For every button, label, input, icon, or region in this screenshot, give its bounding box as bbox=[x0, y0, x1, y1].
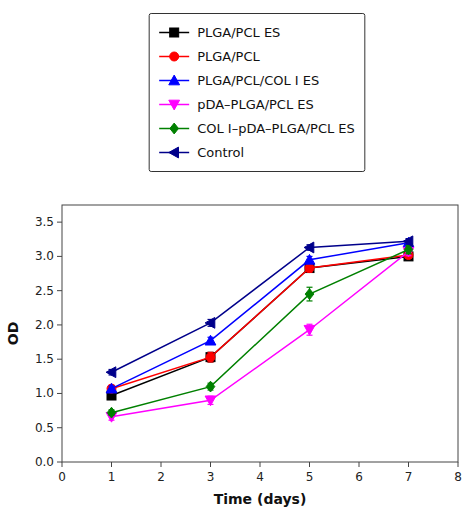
y-tick-label: 0.0 bbox=[35, 455, 54, 469]
series-line bbox=[112, 250, 409, 413]
x-tick bbox=[111, 462, 112, 467]
series-line bbox=[112, 252, 409, 417]
y-tick bbox=[57, 393, 62, 394]
point bbox=[304, 242, 314, 253]
point bbox=[107, 407, 116, 418]
legend-swatch-marker bbox=[169, 147, 179, 158]
legend-swatch-marker bbox=[170, 123, 179, 134]
y-tick bbox=[57, 222, 62, 223]
point bbox=[305, 289, 314, 300]
point bbox=[206, 353, 215, 362]
legend-swatch-marker bbox=[169, 75, 180, 85]
error-cap bbox=[307, 287, 313, 288]
legend-label: COL I–pDA–PLGA/PCL ES bbox=[197, 121, 355, 136]
series-line bbox=[112, 255, 409, 389]
point bbox=[205, 335, 216, 345]
y-tick bbox=[57, 324, 62, 325]
y-tick bbox=[57, 256, 62, 257]
point bbox=[305, 264, 314, 273]
y-tick-label: 1.0 bbox=[35, 386, 54, 400]
y-tick-label: 2.0 bbox=[35, 318, 54, 332]
x-tick-label: 8 bbox=[454, 470, 462, 484]
error-cap bbox=[307, 300, 313, 301]
error-cap bbox=[307, 324, 313, 325]
x-tick bbox=[260, 462, 261, 467]
point bbox=[305, 264, 314, 273]
point bbox=[106, 367, 116, 378]
x-tick bbox=[309, 462, 310, 467]
y-tick-label: 3.0 bbox=[35, 249, 54, 263]
plot-frame bbox=[62, 205, 458, 462]
x-tick-label: 6 bbox=[355, 470, 363, 484]
point bbox=[304, 325, 315, 335]
legend-swatch-marker bbox=[169, 100, 180, 110]
point bbox=[206, 381, 215, 392]
point bbox=[206, 353, 215, 362]
legend: PLGA/PCL ES PLGA/PCL PLGA/PCL/COL I ES pDA–… bbox=[149, 14, 365, 172]
x-tick-label: 7 bbox=[405, 470, 413, 484]
y-tick bbox=[57, 462, 62, 463]
series bbox=[106, 236, 413, 378]
point bbox=[304, 254, 315, 264]
point bbox=[205, 396, 216, 406]
axes: 0 1 2 3 4 5 6 7 8 0.0 0.5 1.0 1.5 2.0 2.5 3.0 3.5 bbox=[35, 205, 462, 484]
x-tick-label: 2 bbox=[157, 470, 165, 484]
series bbox=[106, 247, 414, 422]
x-tick bbox=[458, 462, 459, 467]
legend-label: PLGA/PCL/COL I ES bbox=[197, 73, 319, 88]
point bbox=[106, 383, 117, 393]
x-tick bbox=[210, 462, 211, 467]
x-tick bbox=[62, 462, 63, 467]
legend-label: PLGA/PCL ES bbox=[197, 25, 280, 40]
x-tick-label: 0 bbox=[58, 470, 66, 484]
x-tick-label: 4 bbox=[256, 470, 264, 484]
x-tick-label: 5 bbox=[306, 470, 314, 484]
point bbox=[403, 236, 413, 247]
y-tick bbox=[57, 290, 62, 291]
y-tick bbox=[57, 359, 62, 360]
y-tick-label: 1.5 bbox=[35, 352, 54, 366]
y-tick bbox=[57, 427, 62, 428]
x-tick bbox=[408, 462, 409, 467]
series bbox=[107, 252, 413, 400]
y-tick-label: 2.5 bbox=[35, 284, 54, 298]
series bbox=[107, 244, 413, 418]
legend-swatch-marker bbox=[170, 28, 179, 37]
data bbox=[106, 236, 414, 422]
x-tick bbox=[161, 462, 162, 467]
x-tick bbox=[359, 462, 360, 467]
series-line bbox=[112, 241, 409, 372]
x-tick-label: 1 bbox=[108, 470, 116, 484]
chart: 0 1 2 3 4 5 6 7 8 0.0 0.5 1.0 1.5 2.0 2.5 3.0 3.5 Time (d… bbox=[0, 0, 474, 516]
legend-label: Control bbox=[197, 145, 244, 160]
y-tick-label: 0.5 bbox=[35, 421, 54, 435]
point bbox=[107, 384, 116, 393]
legend-swatch-marker bbox=[170, 52, 179, 61]
y-tick-label: 3.5 bbox=[35, 215, 54, 229]
series bbox=[106, 237, 414, 393]
legend-label: PLGA/PCL bbox=[197, 49, 260, 64]
x-tick-label: 3 bbox=[207, 470, 215, 484]
series bbox=[107, 251, 413, 394]
legend-frame bbox=[149, 14, 365, 172]
y-axis-label: OD bbox=[5, 322, 21, 346]
point bbox=[205, 317, 215, 328]
legend-label: pDA–PLGA/PCL ES bbox=[197, 97, 314, 112]
x-axis-label: Time (days) bbox=[214, 491, 307, 507]
series-line bbox=[112, 243, 409, 389]
